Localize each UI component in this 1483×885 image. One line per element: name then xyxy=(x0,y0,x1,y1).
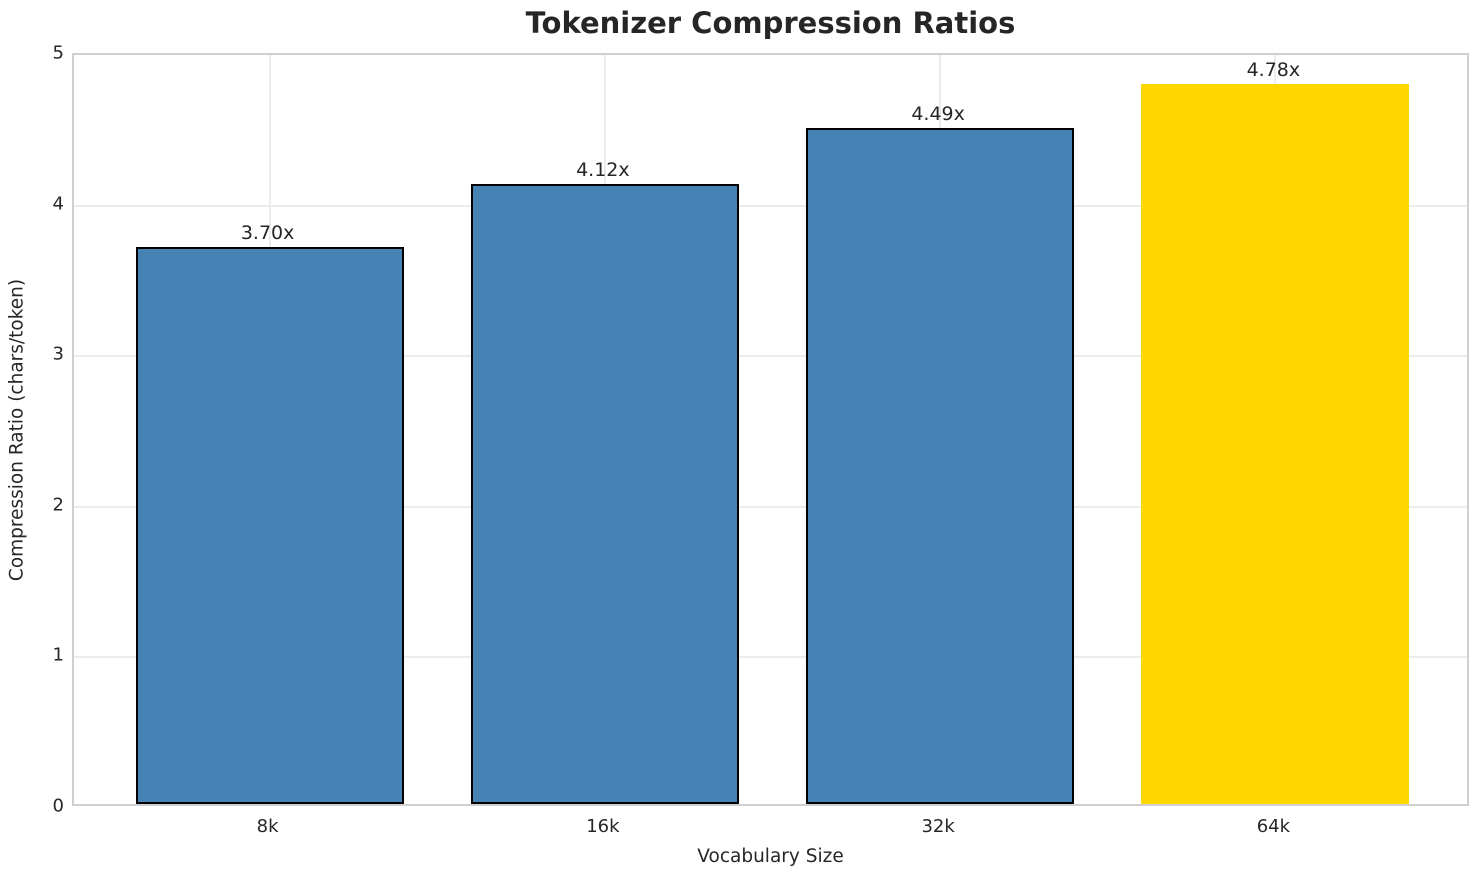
bar-32k xyxy=(806,127,1075,804)
bar-value-label: 4.49x xyxy=(911,102,965,125)
bar-16k xyxy=(470,183,739,804)
plot-area xyxy=(72,53,1469,806)
y-tick-label: 1 xyxy=(52,644,64,666)
h-gridline xyxy=(74,204,1467,207)
h-gridline xyxy=(74,505,1467,508)
x-tick-label: 16k xyxy=(586,816,620,837)
chart-title: Tokenizer Compression Ratios xyxy=(525,6,1016,40)
y-tick-label: 4 xyxy=(52,193,64,215)
y-tick-label: 0 xyxy=(52,795,64,817)
x-tick-label: 32k xyxy=(921,816,955,837)
y-tick-label: 5 xyxy=(52,42,64,64)
h-gridline xyxy=(74,355,1467,358)
x-axis-label: Vocabulary Size xyxy=(697,846,844,867)
y-axis-label: Compression Ratio (chars/token) xyxy=(6,278,28,582)
h-gridline xyxy=(74,656,1467,659)
bar-64k xyxy=(1141,84,1410,804)
bar-8k xyxy=(135,246,404,804)
x-tick-label: 64k xyxy=(1256,816,1291,837)
bar-value-label: 3.70x xyxy=(240,221,295,244)
y-tick-label: 3 xyxy=(52,343,64,365)
y-tick-label: 2 xyxy=(52,494,64,516)
x-tick-label: 8k xyxy=(256,816,279,837)
bar-value-label: 4.78x xyxy=(1246,59,1301,82)
bar-value-label: 4.12x xyxy=(576,158,630,181)
